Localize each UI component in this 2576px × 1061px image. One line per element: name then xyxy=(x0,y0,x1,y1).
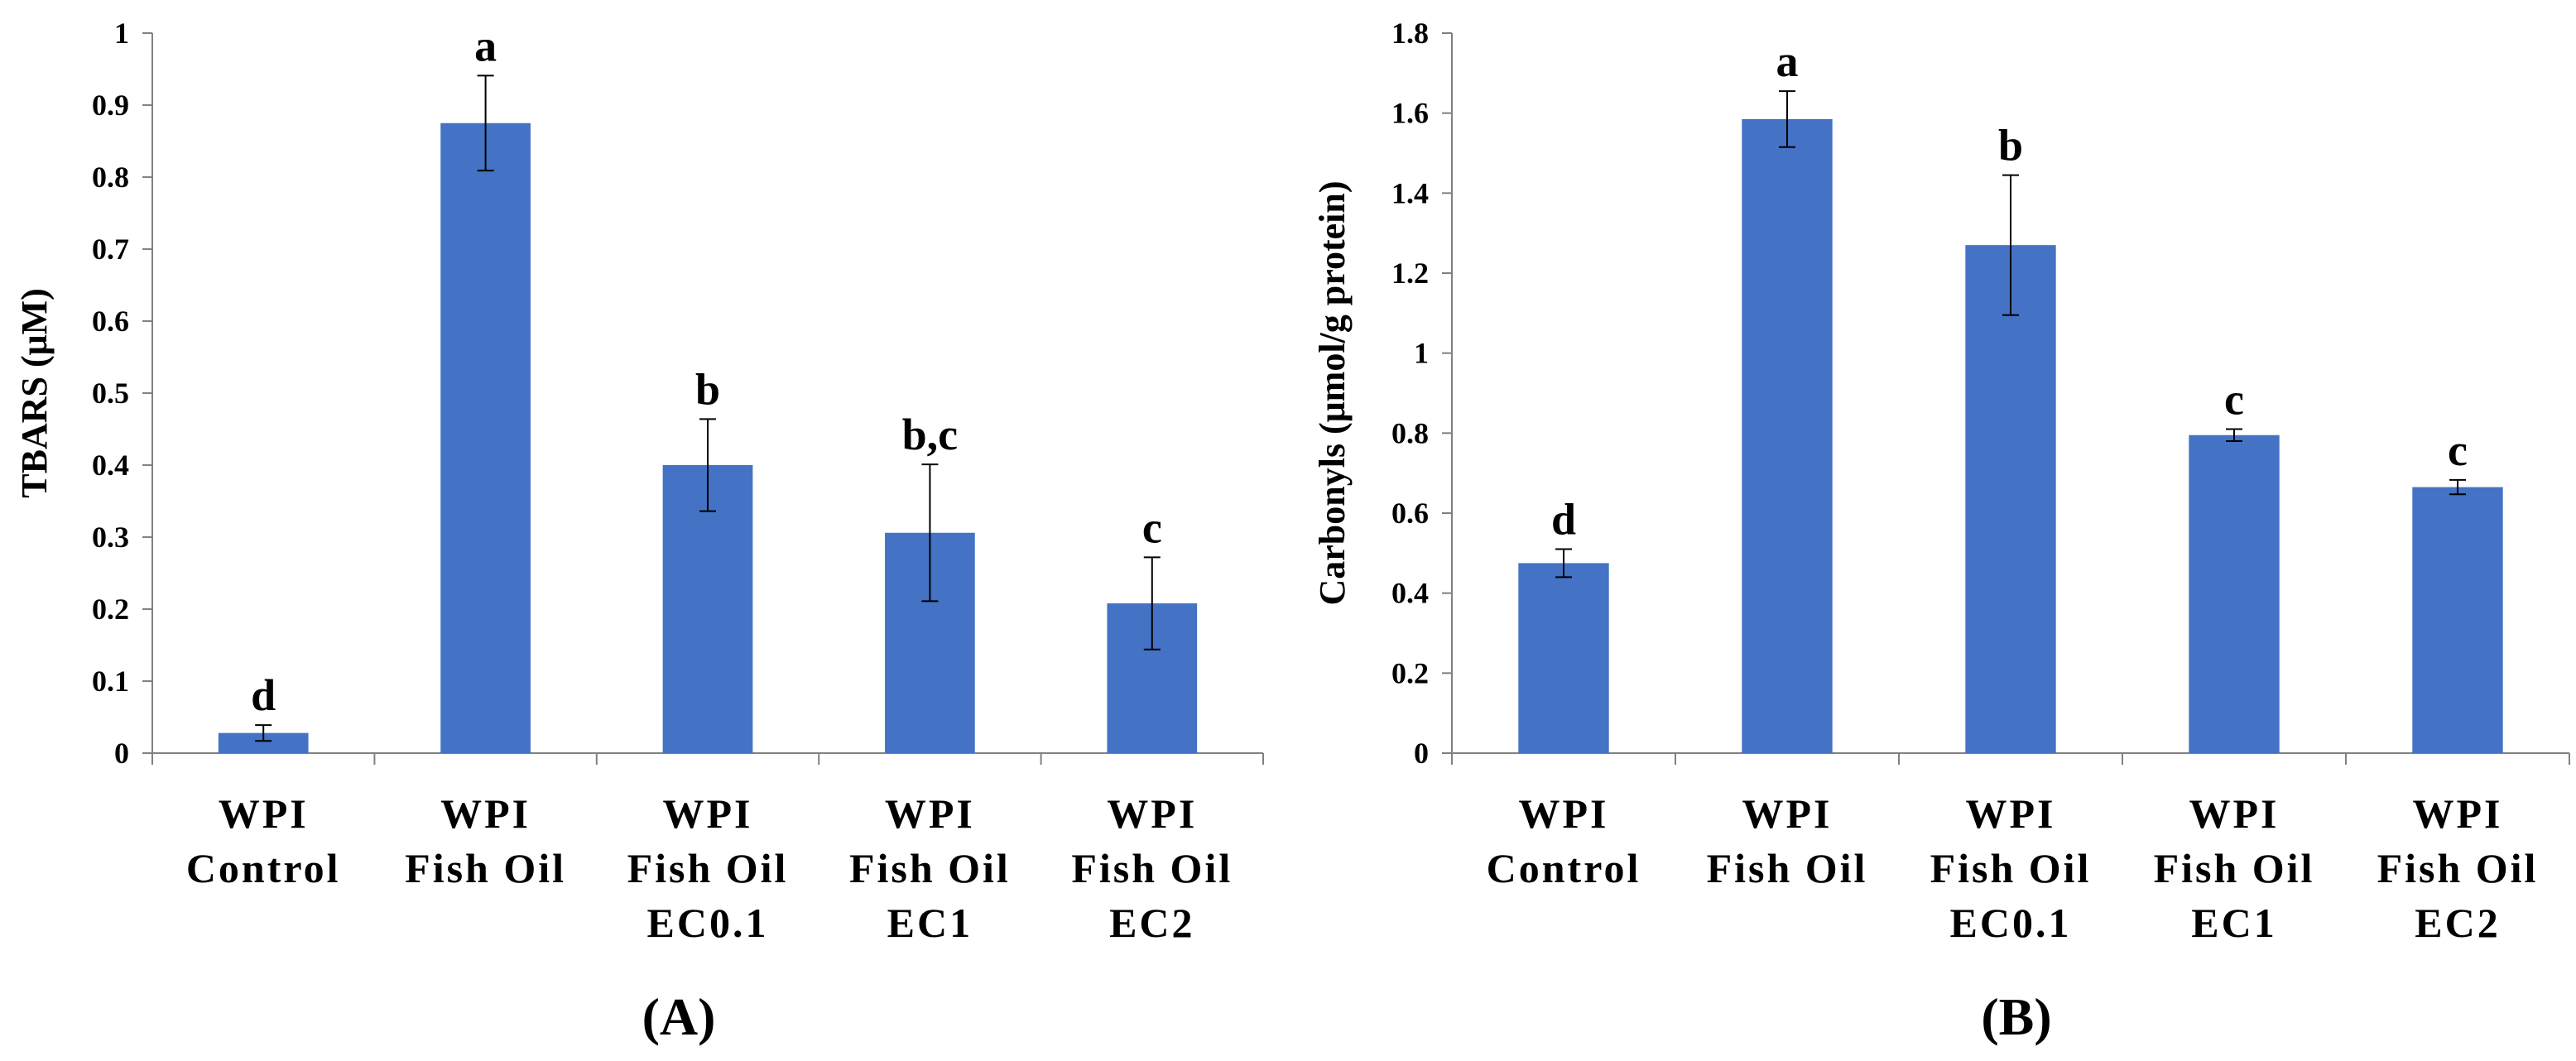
category-label-line-a-4-1: Fish Oil xyxy=(1071,845,1233,891)
significance-label-b-0: d xyxy=(1551,495,1576,545)
y-tick-label-b-5: 1 xyxy=(1414,337,1429,370)
category-label-b-2: WPI Fish Oil EC0.1 xyxy=(1930,790,2092,946)
y-tick-label-a-6: 0.6 xyxy=(92,305,129,338)
y-tick-label-b-7: 1.4 xyxy=(1391,176,1429,209)
chart-panel-b: 0 0.2 0.4 0.6 0.8 1 1.2 1.4 1.6 1.8 d WPI Control a WP… xyxy=(1288,0,2576,1061)
bar-b-4 xyxy=(2412,487,2503,753)
significance-label-a-3: b,c xyxy=(902,410,959,459)
chart-a-svg: 0 0.1 0.2 0.3 0.4 0.5 0.6 0.7 0.8 0.9 1 d WPI Control… xyxy=(14,17,1264,1046)
category-label-line-a-0-1: Control xyxy=(186,845,341,891)
y-axis-title-b: Carbonyls (μmol/g protein) xyxy=(1312,180,1353,605)
y-tick-label-a-0: 0 xyxy=(114,737,129,770)
category-label-line-b-2-0: WPI xyxy=(1966,790,2056,837)
significance-label-b-2: b xyxy=(1998,121,2023,170)
category-label-line-a-4-0: WPI xyxy=(1107,790,1197,837)
y-tick-label-b-2: 0.4 xyxy=(1391,577,1429,610)
category-label-line-a-4-2: EC2 xyxy=(1109,900,1194,946)
category-label-b-0: WPI Control xyxy=(1487,790,1641,891)
significance-label-a-2: b xyxy=(695,364,720,414)
category-label-line-b-2-1: Fish Oil xyxy=(1930,845,2092,891)
category-label-line-b-0-0: WPI xyxy=(1519,790,1609,837)
y-tick-label-a-7: 0.7 xyxy=(92,233,129,266)
bar-a-1 xyxy=(440,122,531,753)
bar-b-2 xyxy=(1965,245,2056,754)
category-label-line-b-1-0: WPI xyxy=(1742,790,1833,837)
y-tick-label-b-3: 0.6 xyxy=(1391,497,1429,530)
category-label-line-a-1-1: Fish Oil xyxy=(405,845,566,891)
category-label-line-b-3-0: WPI xyxy=(2189,790,2280,837)
bar-b-1 xyxy=(1742,118,1833,753)
bar-b-0 xyxy=(1518,563,1609,753)
significance-label-b-4: c xyxy=(2448,425,2468,475)
category-label-line-b-3-2: EC1 xyxy=(2191,900,2276,946)
y-tick-label-b-0: 0 xyxy=(1414,737,1429,770)
y-tick-label-b-4: 0.8 xyxy=(1391,416,1429,449)
category-label-line-a-0-0: WPI xyxy=(219,790,309,837)
category-label-line-b-0-1: Control xyxy=(1487,845,1641,891)
category-label-a-1: WPI Fish Oil xyxy=(405,790,566,891)
category-label-a-0: WPI Control xyxy=(186,790,341,891)
y-tick-label-b-1: 0.2 xyxy=(1391,656,1429,689)
category-label-a-4: WPI Fish Oil EC2 xyxy=(1071,790,1233,946)
bar-a-2 xyxy=(662,465,753,753)
category-label-b-4: WPI Fish Oil EC2 xyxy=(2377,790,2539,946)
category-label-line-b-4-0: WPI xyxy=(2413,790,2503,837)
significance-label-b-3: c xyxy=(2224,375,2244,425)
significance-label-a-4: c xyxy=(1142,502,1162,552)
y-tick-label-a-4: 0.4 xyxy=(92,449,129,482)
chart-panel-a: 0 0.1 0.2 0.3 0.4 0.5 0.6 0.7 0.8 0.9 1 d WPI Control… xyxy=(14,17,1264,1046)
y-tick-label-a-2: 0.2 xyxy=(92,593,129,626)
category-label-a-3: WPI Fish Oil EC1 xyxy=(849,790,1011,946)
category-label-line-b-1-1: Fish Oil xyxy=(1707,845,1868,891)
category-label-line-b-3-1: Fish Oil xyxy=(2154,845,2315,891)
y-tick-label-b-8: 1.6 xyxy=(1391,97,1429,130)
category-label-a-2: WPI Fish Oil EC0.1 xyxy=(627,790,789,946)
y-tick-label-a-5: 0.5 xyxy=(92,377,129,410)
category-label-line-b-4-2: EC2 xyxy=(2415,900,2500,946)
category-label-b-3: WPI Fish Oil EC1 xyxy=(2154,790,2315,946)
y-tick-label-b-6: 1.2 xyxy=(1391,257,1429,290)
y-tick-label-a-9: 0.9 xyxy=(92,89,129,122)
category-label-line-a-1-0: WPI xyxy=(440,790,531,837)
y-tick-label-a-10: 1 xyxy=(114,17,129,50)
y-tick-label-a-1: 0.1 xyxy=(92,665,129,698)
category-label-line-a-3-0: WPI xyxy=(885,790,975,837)
category-label-line-b-4-1: Fish Oil xyxy=(2377,845,2539,891)
significance-label-a-1: a xyxy=(474,21,497,70)
bar-b-3 xyxy=(2189,434,2280,753)
category-label-line-a-3-1: Fish Oil xyxy=(849,845,1011,891)
y-tick-label-b-9: 1.8 xyxy=(1391,17,1429,50)
significance-label-a-0: d xyxy=(251,670,276,720)
y-tick-label-a-3: 0.3 xyxy=(92,521,129,554)
category-label-line-a-2-0: WPI xyxy=(663,790,753,837)
category-label-line-a-3-2: EC1 xyxy=(887,900,973,946)
category-label-line-b-2-2: EC0.1 xyxy=(1950,900,2072,946)
y-tick-label-a-8: 0.8 xyxy=(92,161,129,194)
y-axis-title-a: TBARS (μM) xyxy=(14,288,55,498)
category-label-line-a-2-2: EC0.1 xyxy=(647,900,769,946)
panel-label-b: (B) xyxy=(1981,987,2051,1046)
chart-b-svg: 0 0.2 0.4 0.6 0.8 1 1.2 1.4 1.6 1.8 d WPI Control a WP… xyxy=(1312,17,2570,1046)
category-label-b-1: WPI Fish Oil xyxy=(1707,790,1868,891)
significance-label-b-1: a xyxy=(1776,36,1799,86)
category-label-line-a-2-1: Fish Oil xyxy=(627,845,789,891)
panel-label-a: (A) xyxy=(642,987,716,1046)
